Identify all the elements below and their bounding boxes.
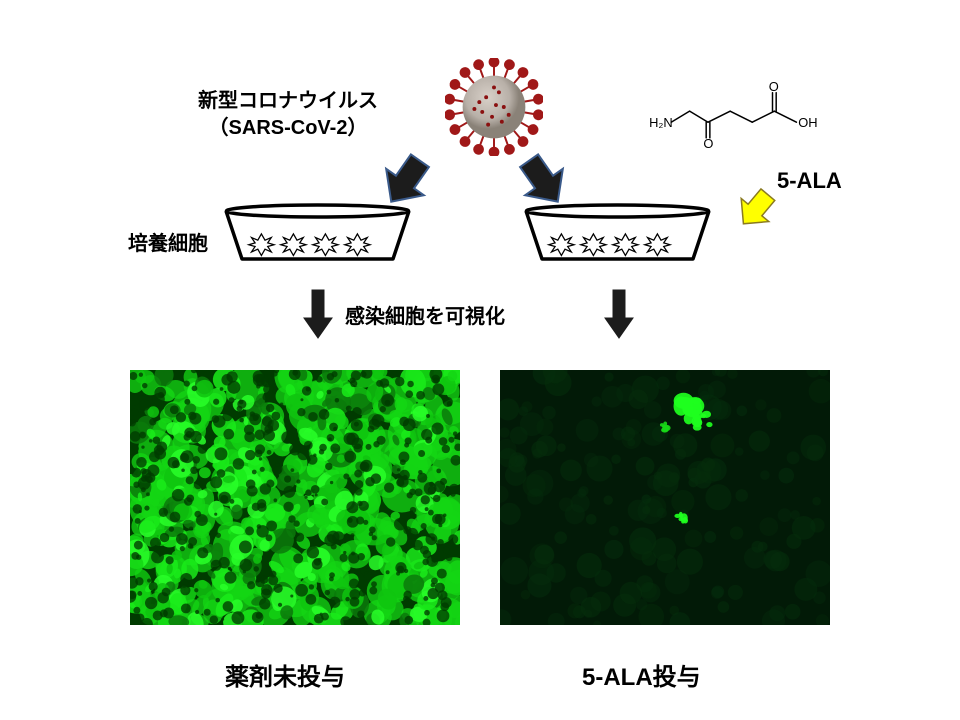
chem-oh: OH	[798, 115, 817, 130]
virus-title-label: 新型コロナウイルス （SARS-CoV-2）	[198, 88, 378, 142]
culture-dish-left	[220, 203, 415, 268]
chem-h2n: H₂N	[649, 115, 673, 130]
visualize-infected-label: 感染細胞を可視化	[345, 300, 505, 329]
culture-cells-label: 培養細胞	[128, 227, 208, 256]
microscopy-5ala-treated	[500, 370, 830, 625]
ala-label: 5-ALA	[777, 168, 842, 194]
virus-title-line1: 新型コロナウイルス	[198, 90, 378, 112]
chem-o2: O	[769, 79, 779, 94]
chemical-structure-5ala: H₂N O O OH	[645, 78, 830, 148]
virus-title-line2: （SARS-CoV-2）	[209, 117, 368, 139]
arrow-5ala-to-dish	[728, 186, 783, 234]
untreated-label: 薬剤未投与	[225, 657, 345, 692]
arrow-down-right	[603, 288, 635, 340]
microscopy-untreated	[130, 370, 460, 625]
chem-o1: O	[703, 136, 713, 148]
coronavirus-icon	[445, 58, 543, 156]
treated-label: 5-ALA投与	[582, 657, 701, 692]
arrow-down-left	[302, 288, 334, 340]
culture-dish-right	[520, 203, 715, 268]
